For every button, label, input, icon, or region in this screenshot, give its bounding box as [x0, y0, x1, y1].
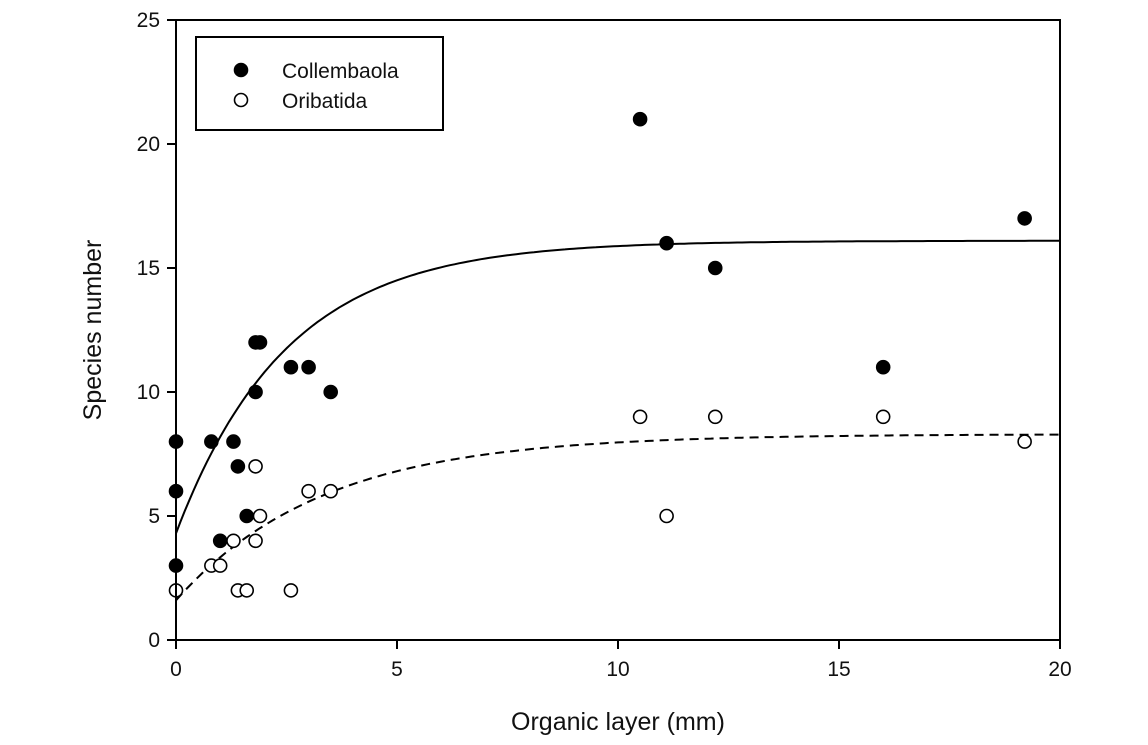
- legend-marker-collembaola: [233, 62, 249, 78]
- x-axis-title: Organic layer (mm): [511, 708, 725, 736]
- x-tick-label: 5: [391, 658, 403, 681]
- y-tick-label: 5: [148, 505, 160, 528]
- point-oribatida: [226, 533, 241, 549]
- point-collembaola: [875, 359, 891, 375]
- legend-box: [195, 36, 444, 131]
- x-axis: 0 5 10 15 20: [170, 640, 1072, 681]
- legend-marker-oribatida: [233, 92, 249, 108]
- point-collembaola: [212, 533, 228, 549]
- point-oribatida: [283, 583, 299, 598]
- fit-curve-oribatida: [175, 433, 1060, 601]
- x-tick-label: 20: [1048, 658, 1071, 681]
- point-oribatida: [707, 409, 723, 425]
- y-tick-label: 20: [137, 133, 160, 156]
- point-oribatida: [248, 533, 263, 549]
- fit-curves: [175, 239, 1060, 601]
- point-collembaola: [323, 384, 339, 400]
- y-axis-title: Species number: [79, 240, 107, 421]
- point-oribatida: [659, 508, 674, 524]
- point-collembaola: [226, 434, 241, 449]
- point-oribatida: [212, 558, 228, 573]
- x-tick-label: 15: [827, 658, 850, 681]
- x-tick-label: 10: [606, 658, 629, 681]
- point-oribatida: [1017, 434, 1032, 449]
- point-oribatida: [875, 409, 891, 425]
- point-oribatida: [239, 583, 255, 598]
- point-collembaola: [707, 260, 723, 276]
- point-oribatida: [632, 409, 648, 425]
- point-collembaola: [252, 335, 268, 350]
- legend: Collembaola Oribatida: [195, 36, 444, 131]
- point-collembaola: [1017, 211, 1032, 226]
- y-axis: 0 5 10 15 20 25: [137, 9, 176, 652]
- point-oribatida: [323, 483, 339, 499]
- point-oribatida: [301, 483, 316, 499]
- point-oribatida: [248, 459, 263, 474]
- y-tick-label: 0: [148, 629, 160, 652]
- point-collembaola: [301, 359, 316, 375]
- x-tick-label: 0: [170, 658, 182, 681]
- y-tick-label: 10: [137, 381, 160, 404]
- data-points: [168, 111, 1032, 598]
- point-collembaola: [230, 459, 246, 474]
- point-collembaola: [632, 111, 648, 127]
- point-collembaola: [659, 235, 674, 251]
- legend-label-collembaola: Collembaola: [282, 60, 399, 83]
- y-tick-label: 15: [137, 257, 160, 280]
- fit-curve-collembaola: [175, 239, 1060, 534]
- legend-label-oribatida: Oribatida: [282, 90, 368, 113]
- y-tick-label: 25: [137, 9, 160, 32]
- point-collembaola: [283, 359, 299, 375]
- point-collembaola: [204, 434, 219, 449]
- point-collembaola: [248, 384, 263, 400]
- point-collembaola: [239, 508, 255, 524]
- point-oribatida: [252, 508, 268, 524]
